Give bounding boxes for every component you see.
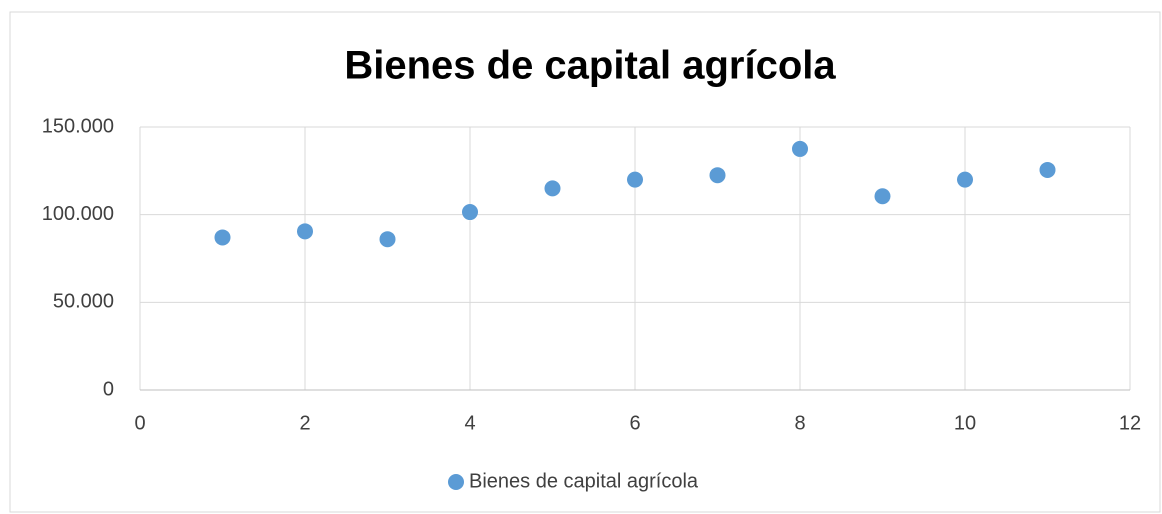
x-tick-label: 2 [299,412,310,434]
point [544,180,561,197]
x-tick-label: 4 [464,412,475,434]
point [297,223,313,240]
y-tick-label: 50.000 [53,291,114,313]
chart-frame [9,11,1161,513]
y-tick-label: 150.000 [42,115,114,137]
point [957,171,973,188]
point [874,188,891,205]
x-tick-label: 8 [794,412,805,434]
x-tick-label: 6 [629,412,640,434]
y-tick-label: 0 [103,378,114,400]
point [627,171,643,188]
x-tick-label: 10 [954,412,976,434]
point [379,231,396,248]
x-tick-label: 0 [134,412,145,434]
point [709,167,726,184]
point [792,140,808,157]
point [214,229,231,246]
x-tick-label: 12 [1119,412,1141,434]
legend-marker [448,474,464,490]
y-tick-label: 100.000 [42,203,114,225]
point [462,204,478,221]
point [1039,161,1056,178]
legend-label: Bienes de capital agrícola [469,470,699,492]
chart-title: Bienes de capital agrícola [344,44,836,88]
